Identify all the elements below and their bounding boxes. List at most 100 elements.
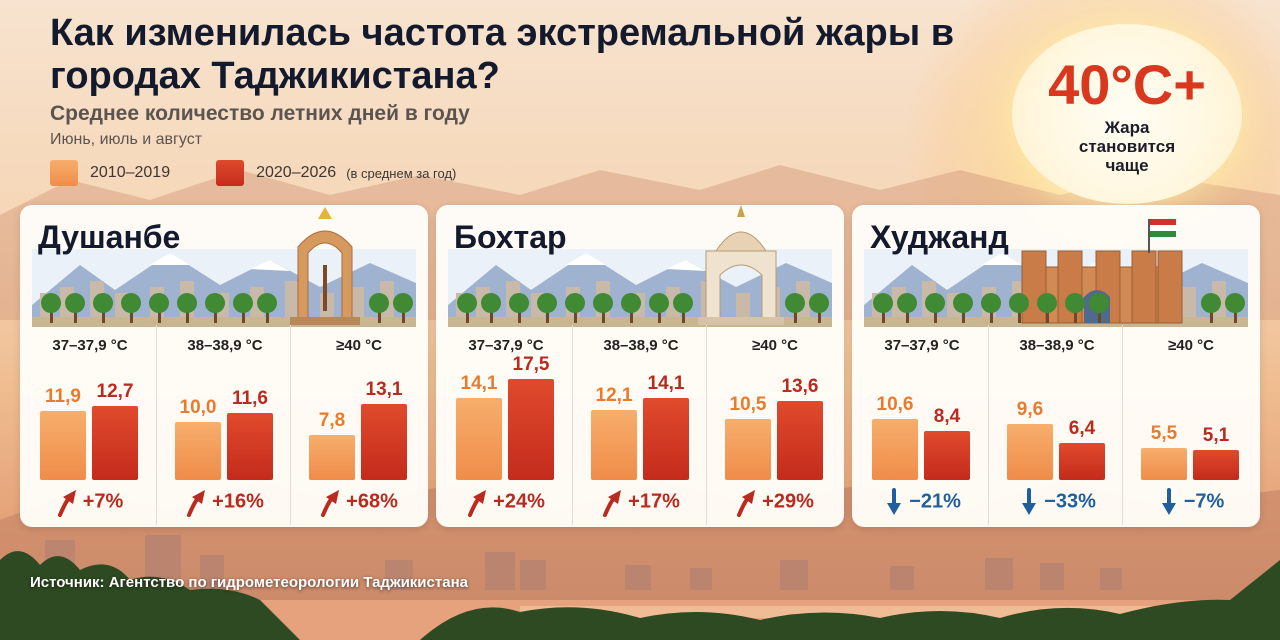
value-label-2010-2019: 14,1 [460, 373, 498, 395]
legend-label-period2: 2020–2026 [256, 164, 337, 181]
value-label-2010-2019: 10,0 [179, 397, 217, 418]
badge-text: Жара становится чаще [1078, 118, 1176, 175]
change-percent: −7% [1183, 490, 1225, 513]
temperature-range-label: 37–37,9 °C [52, 337, 128, 354]
change-indicator: +68% [291, 487, 427, 517]
change-percent: +24% [493, 490, 545, 513]
city-name: Душанбе [38, 219, 181, 255]
value-label-2010-2019: 11,9 [45, 385, 81, 407]
value-label-2020-2026: 5,1 [1202, 425, 1230, 447]
temperature-range-label: 38–38,9 °C [1019, 337, 1095, 354]
bar-2020-2026 [508, 378, 554, 480]
change-percent: +17% [628, 490, 680, 513]
temperature-range-label: ≥40 °C [336, 337, 382, 354]
temperature-range-label: 37–37,9 °C [884, 337, 960, 354]
change-percent: +7% [82, 490, 124, 513]
bar-2010-2019 [872, 418, 918, 480]
value-label-2020-2026: 8,4 [933, 406, 961, 428]
bar-2020-2026 [643, 398, 689, 480]
legend-swatch-period1 [50, 160, 78, 186]
value-label-2020-2026: 13,1 [365, 379, 403, 401]
change-percent: −21% [909, 490, 961, 513]
badge-temperature: 40°C+ [1048, 53, 1206, 116]
arrow-up-icon [468, 490, 487, 517]
value-label-2010-2019: 10,6 [876, 393, 914, 415]
page-subtitle: Среднее количество летних дней в году [50, 102, 470, 125]
temperature-range-label: 38–38,9 °C [187, 337, 263, 354]
change-indicator: +24% [438, 487, 574, 517]
change-indicator: −7% [1123, 487, 1259, 517]
change-indicator: +29% [707, 487, 843, 517]
change-indicator: −33% [989, 487, 1125, 517]
arrow-up-icon [187, 490, 206, 517]
temperature-group: ≥40 °C 5,5 5,1 −7% [1122, 325, 1259, 525]
value-label-2020-2026: 13,6 [781, 376, 819, 398]
page-title: Как изменилась частота экстремальной жар… [50, 12, 955, 97]
arrow-up-icon [57, 490, 76, 517]
bar-2020-2026 [1193, 450, 1239, 480]
city-card: Бохтар 37–37,9 °C 14,1 17,5 +24% 38–38,9 °C 12… [436, 205, 844, 527]
city-name: Бохтар [454, 219, 567, 255]
temperature-range-label: 37–37,9 °C [468, 337, 544, 354]
legend-note: (в среднем за год) [346, 165, 457, 181]
legend-item-period2: 2020–2026 (в среднем за год) [216, 160, 456, 186]
city-illustration [32, 207, 416, 327]
value-label-2010-2019: 10,5 [729, 394, 767, 416]
legend-item-period1: 2010–2019 [50, 160, 170, 186]
bar-2010-2019 [309, 434, 355, 480]
legend-swatch-period2 [216, 160, 245, 186]
bar-2020-2026 [227, 412, 273, 480]
bar-2020-2026 [92, 406, 138, 480]
temperature-group: 38–38,9 °C 10,0 11,6 +16% [156, 325, 293, 525]
change-indicator: +16% [157, 487, 293, 517]
temperature-group: 37–37,9 °C 14,1 17,5 +24% [438, 325, 574, 525]
temperature-group: 37–37,9 °C 11,9 12,7 +7% [22, 325, 158, 525]
legend: 2010–2019 2020–2026 (в среднем за год) [50, 160, 456, 186]
city-illustration [864, 219, 1248, 327]
heat-badge: 40°C+ Жара становится чаще [1012, 24, 1242, 204]
change-indicator: +7% [22, 487, 158, 517]
legend-label-period1: 2010–2019 [90, 164, 171, 181]
value-label-2020-2026: 14,1 [647, 373, 685, 395]
temperature-group: ≥40 °C 7,8 13,1 +68% [290, 325, 427, 525]
temperature-group: 38–38,9 °C 9,6 6,4 −33% [988, 325, 1125, 525]
arrow-up-icon [737, 490, 756, 517]
arrow-down-icon [1022, 488, 1037, 515]
bar-2020-2026 [361, 404, 407, 480]
bar-2010-2019 [456, 398, 502, 480]
source-note: Источник: Агентство по гидрометеорологии… [30, 574, 468, 591]
change-percent: −33% [1044, 490, 1096, 513]
value-label-2020-2026: 12,7 [96, 381, 134, 403]
value-label-2020-2026: 17,5 [512, 353, 550, 375]
temperature-range-label: ≥40 °C [752, 337, 798, 354]
change-indicator: +17% [573, 487, 709, 517]
temperature-group: 38–38,9 °C 12,1 14,1 +17% [572, 325, 709, 525]
value-label-2010-2019: 9,6 [1016, 399, 1044, 421]
bar-2010-2019 [725, 419, 771, 480]
arrow-down-icon [1161, 488, 1176, 515]
bar-2010-2019 [1007, 424, 1053, 480]
city-card: Душанбе 37–37,9 °C 11,9 12,7 +7% 38–38,9 °C 10… [20, 205, 428, 527]
bar-2020-2026 [777, 401, 823, 480]
bar-2020-2026 [924, 431, 970, 480]
bar-2010-2019 [40, 410, 86, 480]
change-percent: +29% [762, 490, 814, 513]
temperature-group: ≥40 °C 10,5 13,6 +29% [706, 325, 843, 525]
bar-2010-2019 [1141, 448, 1187, 480]
value-label-2010-2019: 7,8 [318, 409, 346, 431]
bar-2010-2019 [175, 422, 221, 480]
temperature-range-label: 38–38,9 °C [603, 337, 679, 354]
change-percent: +68% [346, 490, 398, 513]
temperature-group: 37–37,9 °C 10,6 8,4 −21% [854, 325, 990, 525]
bar-2010-2019 [591, 409, 637, 480]
change-percent: +16% [212, 490, 264, 513]
arrow-up-icon [321, 490, 340, 517]
value-label-2020-2026: 6,4 [1068, 417, 1096, 439]
city-illustration [448, 205, 832, 327]
temperature-range-label: ≥40 °C [1168, 337, 1214, 354]
period-note: Июнь, июль и август [50, 131, 203, 148]
value-label-2020-2026: 11,6 [232, 387, 268, 409]
change-indicator: −21% [854, 487, 990, 517]
arrow-up-icon [603, 490, 622, 517]
city-name: Худжанд [870, 219, 1009, 255]
